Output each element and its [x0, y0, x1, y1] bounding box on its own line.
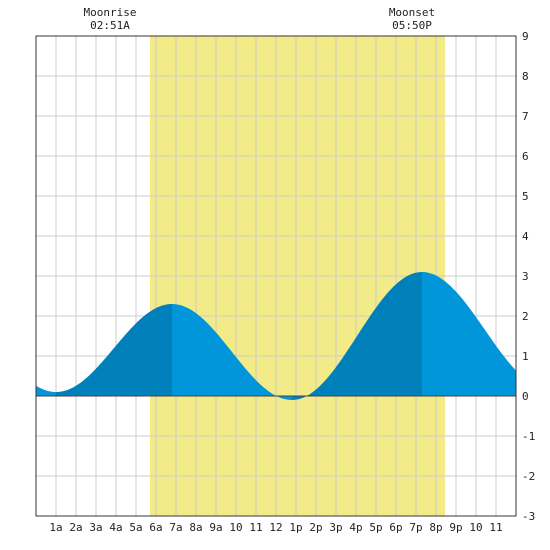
x-tick-label: 7a [169, 521, 182, 534]
x-tick-label: 10 [229, 521, 242, 534]
y-tick-label: 6 [522, 150, 529, 163]
moonset-annotation: Moonset 05:50P [372, 6, 452, 32]
y-tick-label: -1 [522, 430, 535, 443]
plot-frame [35, 35, 517, 517]
y-tick-label: 7 [522, 110, 529, 123]
tide-area-falling [172, 304, 292, 400]
y-tick-label: 2 [522, 310, 529, 323]
x-tick-label: 9p [449, 521, 462, 534]
x-tick-label: 9a [209, 521, 222, 534]
x-tick-label: 12 [269, 521, 282, 534]
tide-area-rising [292, 272, 422, 400]
y-tick-label: 0 [522, 390, 529, 403]
y-tick-label: -3 [522, 510, 535, 523]
x-tick-label: 4a [109, 521, 122, 534]
x-tick-label: 5a [129, 521, 142, 534]
x-tick-label: 11 [489, 521, 502, 534]
x-tick-label: 7p [409, 521, 422, 534]
y-tick-label: -2 [522, 470, 535, 483]
y-tick-label: 3 [522, 270, 529, 283]
x-tick-label: 6p [389, 521, 402, 534]
y-tick-label: 8 [522, 70, 529, 83]
x-tick-label: 2p [309, 521, 322, 534]
y-tick-label: 9 [522, 30, 529, 43]
y-tick-label: 1 [522, 350, 529, 363]
x-tick-label: 8p [429, 521, 442, 534]
x-tick-label: 1p [289, 521, 302, 534]
y-tick-label: 5 [522, 190, 529, 203]
moonrise-label: Moonrise [83, 6, 137, 19]
x-tick-label: 8a [189, 521, 202, 534]
x-tick-label: 5p [369, 521, 382, 534]
x-tick-label: 3a [89, 521, 102, 534]
y-tick-label: 4 [522, 230, 529, 243]
moonset-time: 05:50P [392, 19, 432, 32]
moonset-label: Moonset [388, 6, 436, 19]
x-tick-label: 4p [349, 521, 362, 534]
tide-area-falling [36, 385, 56, 396]
x-tick-label: 10 [469, 521, 482, 534]
moonrise-time: 02:51A [90, 19, 130, 32]
tide-area-falling [422, 272, 516, 396]
x-tick-label: 3p [329, 521, 342, 534]
x-tick-label: 1a [49, 521, 62, 534]
x-tick-label: 11 [249, 521, 262, 534]
x-tick-label: 2a [69, 521, 82, 534]
x-tick-label: 6a [149, 521, 162, 534]
moonrise-annotation: Moonrise 02:51A [70, 6, 150, 32]
tide-area-rising [56, 304, 172, 396]
